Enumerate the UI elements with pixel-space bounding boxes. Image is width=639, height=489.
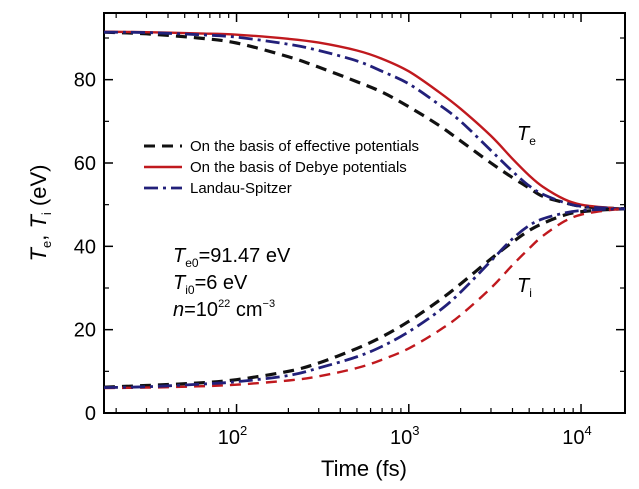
x-tick-exponent: 2 [240, 423, 247, 438]
series-line-1 [103, 30, 626, 211]
curve-label-ti-sub: i [529, 286, 532, 300]
parameter-block: Te0=91.47 eV Ti0=6 eV n=1022 cm−3 [173, 245, 291, 321]
legend-label: Landau-Spitzer [190, 180, 292, 197]
legend-label: On the basis of Debye potentials [190, 159, 407, 176]
y-tick-label: 60 [74, 153, 96, 175]
y-axis-label: Te, Ti (eV) [26, 165, 54, 262]
y-tick-label: 80 [74, 70, 96, 92]
plot-frame [103, 12, 626, 414]
y-tick-label: 40 [74, 236, 96, 258]
y-axis-label-t1: T [26, 246, 51, 261]
param-ti0-sub: i0 [185, 283, 195, 297]
param-te0-sub: e0 [185, 256, 199, 270]
legend-item: On the basis of Debye potentials [144, 159, 407, 176]
param-density-unit: cm [230, 299, 262, 321]
param-te0-value: =91.47 eV [199, 245, 291, 267]
series-line-2 [103, 30, 626, 211]
x-axis-label: Time (fs) [321, 456, 407, 481]
legend-label: On the basis of effective potentials [190, 138, 419, 155]
param-te0-sym: T [173, 245, 187, 267]
y-axis-label-unit: (eV) [26, 165, 51, 213]
series-line-4 [103, 207, 626, 390]
y-axis-label-sub1: e [39, 241, 54, 248]
series-line-3 [103, 207, 626, 389]
series-layer [103, 30, 626, 390]
x-tick-exponent: 3 [412, 423, 419, 438]
y-tick-label: 20 [74, 320, 96, 342]
series-line-0 [103, 30, 626, 211]
param-density-sym: n [173, 299, 184, 321]
y-axis-label-sub2: i [39, 212, 54, 215]
curve-label-te-sym: T [517, 123, 531, 145]
param-te0: Te0=91.47 eV [173, 245, 291, 270]
x-tick-label: 104 [562, 423, 591, 449]
legend: On the basis of effective potentials On … [144, 138, 419, 197]
curve-label-ti: Ti [517, 275, 532, 300]
x-tick-base: 10 [562, 427, 584, 449]
x-tick-base: 10 [390, 427, 412, 449]
param-density-base: =10 [184, 299, 218, 321]
param-density: n=1022 cm−3 [173, 298, 275, 321]
y-axis-label-sep: , [26, 229, 51, 241]
param-ti0: Ti0=6 eV [173, 272, 248, 297]
legend-item: On the basis of effective potentials [144, 138, 419, 155]
x-tick-label: 103 [390, 423, 419, 449]
y-axis-label-t2: T [26, 214, 51, 229]
x-tick-exponent: 4 [585, 423, 592, 438]
curve-label-te-sub: e [529, 134, 536, 148]
param-density-exp: 22 [218, 298, 230, 310]
y-tick-label: 0 [85, 403, 96, 425]
param-density-unit-exp: −3 [263, 298, 276, 310]
param-ti0-value: =6 eV [195, 272, 248, 294]
curve-label-ti-sym: T [517, 275, 531, 297]
curve-label-te: Te [517, 123, 536, 148]
x-tick-base: 10 [218, 427, 240, 449]
legend-item: Landau-Spitzer [144, 180, 292, 197]
x-tick-label: 102 [218, 423, 247, 449]
axis-ticks [104, 13, 625, 414]
param-ti0-sym: T [173, 272, 187, 294]
